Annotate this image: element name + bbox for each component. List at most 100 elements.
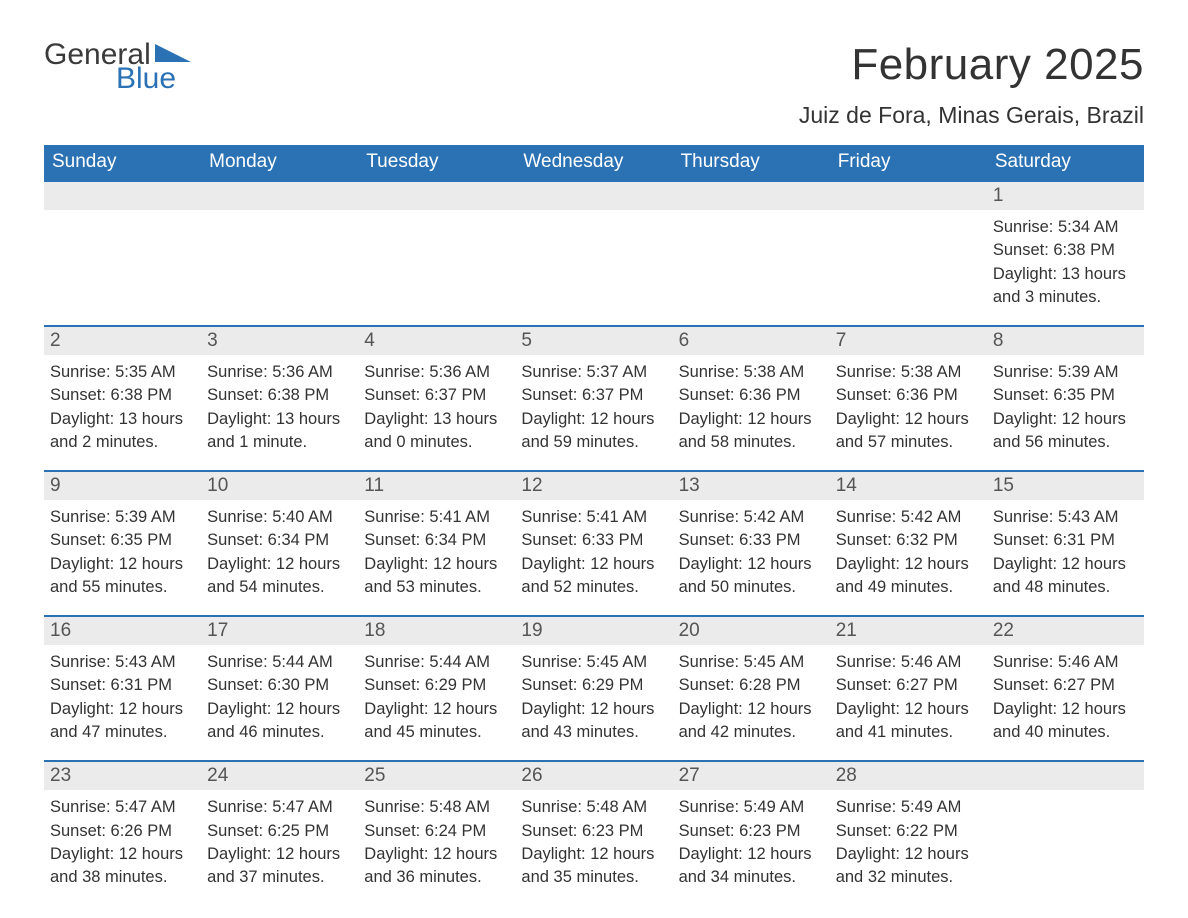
day-cell: Sunrise: 5:41 AMSunset: 6:34 PMDaylight:… [358,500,515,615]
daylight-text-1: Daylight: 12 hours [521,553,666,575]
sunset-text: Sunset: 6:35 PM [50,529,195,551]
sunset-text: Sunset: 6:22 PM [836,820,981,842]
sunset-text: Sunset: 6:28 PM [679,674,824,696]
day-cell: Sunrise: 5:35 AMSunset: 6:38 PMDaylight:… [44,355,201,470]
weekday-header: Wednesday [515,145,672,180]
day-number: 9 [44,472,201,500]
sunrise-text: Sunrise: 5:39 AM [993,361,1138,383]
sunset-text: Sunset: 6:29 PM [364,674,509,696]
day-cell: Sunrise: 5:43 AMSunset: 6:31 PMDaylight:… [44,645,201,760]
sunrise-text: Sunrise: 5:44 AM [207,651,352,673]
daylight-text-1: Daylight: 12 hours [50,698,195,720]
logo-triangle-icon [155,38,191,68]
sunset-text: Sunset: 6:34 PM [207,529,352,551]
sunrise-text: Sunrise: 5:42 AM [836,506,981,528]
daylight-text-1: Daylight: 12 hours [836,553,981,575]
day-number [201,182,358,210]
calendar: Sunday Monday Tuesday Wednesday Thursday… [44,145,1144,905]
sunset-text: Sunset: 6:33 PM [679,529,824,551]
sunrise-text: Sunrise: 5:46 AM [836,651,981,673]
daylight-text-1: Daylight: 12 hours [993,408,1138,430]
sunset-text: Sunset: 6:26 PM [50,820,195,842]
week-row: 2345678Sunrise: 5:35 AMSunset: 6:38 PMDa… [44,325,1144,470]
day-number: 23 [44,762,201,790]
week-row: 232425262728Sunrise: 5:47 AMSunset: 6:26… [44,760,1144,905]
day-cell: Sunrise: 5:40 AMSunset: 6:34 PMDaylight:… [201,500,358,615]
daylight-text-1: Daylight: 13 hours [993,263,1138,285]
daylight-text-1: Daylight: 12 hours [50,843,195,865]
daycells-row: Sunrise: 5:35 AMSunset: 6:38 PMDaylight:… [44,355,1144,470]
daynum-row: 16171819202122 [44,617,1144,645]
daylight-text-2: and 59 minutes. [521,431,666,453]
daylight-text-2: and 1 minute. [207,431,352,453]
sunset-text: Sunset: 6:27 PM [836,674,981,696]
header: General Blue February 2025 Juiz de Fora,… [44,40,1144,139]
weekday-header: Monday [201,145,358,180]
sunset-text: Sunset: 6:23 PM [679,820,824,842]
sunrise-text: Sunrise: 5:36 AM [207,361,352,383]
day-cell: Sunrise: 5:38 AMSunset: 6:36 PMDaylight:… [830,355,987,470]
day-number: 8 [987,327,1144,355]
sunrise-text: Sunrise: 5:44 AM [364,651,509,673]
sunset-text: Sunset: 6:25 PM [207,820,352,842]
daylight-text-1: Daylight: 12 hours [364,698,509,720]
day-number: 2 [44,327,201,355]
day-number [44,182,201,210]
day-number: 14 [830,472,987,500]
sunrise-text: Sunrise: 5:34 AM [993,216,1138,238]
day-number: 18 [358,617,515,645]
sunrise-text: Sunrise: 5:47 AM [50,796,195,818]
daylight-text-2: and 57 minutes. [836,431,981,453]
daylight-text-1: Daylight: 12 hours [50,553,195,575]
sunset-text: Sunset: 6:30 PM [207,674,352,696]
day-cell: Sunrise: 5:34 AMSunset: 6:38 PMDaylight:… [987,210,1144,325]
daycells-row: Sunrise: 5:34 AMSunset: 6:38 PMDaylight:… [44,210,1144,325]
day-number: 7 [830,327,987,355]
daycells-row: Sunrise: 5:39 AMSunset: 6:35 PMDaylight:… [44,500,1144,615]
day-cell: Sunrise: 5:46 AMSunset: 6:27 PMDaylight:… [987,645,1144,760]
day-cell: Sunrise: 5:43 AMSunset: 6:31 PMDaylight:… [987,500,1144,615]
daylight-text-2: and 55 minutes. [50,576,195,598]
daylight-text-1: Daylight: 12 hours [521,408,666,430]
sunrise-text: Sunrise: 5:49 AM [679,796,824,818]
day-number: 26 [515,762,672,790]
day-number: 19 [515,617,672,645]
weekday-header: Tuesday [358,145,515,180]
daylight-text-1: Daylight: 12 hours [364,843,509,865]
day-cell: Sunrise: 5:42 AMSunset: 6:33 PMDaylight:… [673,500,830,615]
sunset-text: Sunset: 6:29 PM [521,674,666,696]
day-number [358,182,515,210]
sunset-text: Sunset: 6:31 PM [993,529,1138,551]
sunset-text: Sunset: 6:27 PM [993,674,1138,696]
daylight-text-1: Daylight: 12 hours [364,553,509,575]
sunset-text: Sunset: 6:31 PM [50,674,195,696]
day-number: 5 [515,327,672,355]
day-number: 13 [673,472,830,500]
day-number [515,182,672,210]
daylight-text-2: and 42 minutes. [679,721,824,743]
day-cell: Sunrise: 5:44 AMSunset: 6:29 PMDaylight:… [358,645,515,760]
day-cell [44,210,201,325]
sunrise-text: Sunrise: 5:43 AM [993,506,1138,528]
sunrise-text: Sunrise: 5:43 AM [50,651,195,673]
daylight-text-2: and 3 minutes. [993,286,1138,308]
day-number: 28 [830,762,987,790]
daylight-text-1: Daylight: 12 hours [679,698,824,720]
day-cell [358,210,515,325]
sunrise-text: Sunrise: 5:45 AM [521,651,666,673]
daylight-text-1: Daylight: 13 hours [50,408,195,430]
day-cell: Sunrise: 5:41 AMSunset: 6:33 PMDaylight:… [515,500,672,615]
daycells-row: Sunrise: 5:47 AMSunset: 6:26 PMDaylight:… [44,790,1144,905]
day-cell: Sunrise: 5:38 AMSunset: 6:36 PMDaylight:… [673,355,830,470]
day-cell [987,790,1144,905]
daylight-text-2: and 45 minutes. [364,721,509,743]
weeks-container: 1Sunrise: 5:34 AMSunset: 6:38 PMDaylight… [44,180,1144,905]
location-subtitle: Juiz de Fora, Minas Gerais, Brazil [799,102,1144,129]
daylight-text-2: and 47 minutes. [50,721,195,743]
sunrise-text: Sunrise: 5:48 AM [521,796,666,818]
sunset-text: Sunset: 6:37 PM [521,384,666,406]
weekday-header: Thursday [673,145,830,180]
daylight-text-1: Daylight: 12 hours [521,843,666,865]
sunrise-text: Sunrise: 5:40 AM [207,506,352,528]
sunset-text: Sunset: 6:38 PM [50,384,195,406]
